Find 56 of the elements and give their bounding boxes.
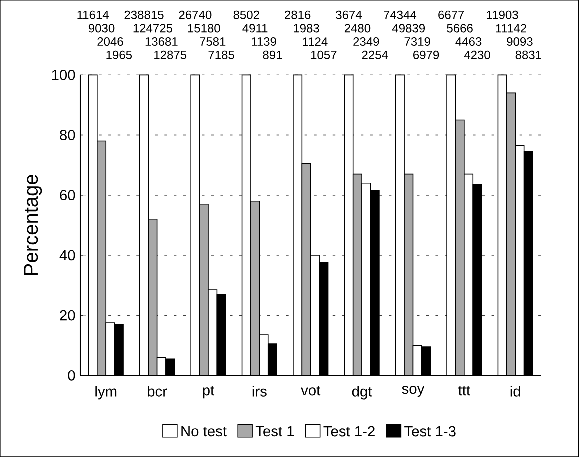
y-tick-label: 100: [52, 70, 76, 80]
text: 1965: [106, 50, 132, 60]
x-tick-label: dgt: [352, 386, 372, 400]
text: 2254: [362, 50, 388, 60]
x-tick-label: pt: [203, 386, 215, 398]
text: 26740: [179, 10, 212, 20]
text: 13681: [146, 37, 178, 46]
text: 9093: [507, 37, 533, 46]
text: 8502: [234, 10, 260, 20]
x-tick-label: irs: [252, 386, 267, 397]
text: 4911: [242, 24, 268, 32]
text: 74344: [384, 10, 417, 20]
text: 7319: [404, 37, 430, 46]
text: 2349: [354, 37, 380, 46]
text: 238815: [124, 10, 164, 20]
y-axis-title: Percentage: [24, 174, 42, 275]
y-tick-label: 0: [68, 370, 76, 381]
legend-label: Test 1-2: [324, 426, 375, 436]
text: 6979: [414, 50, 440, 60]
text: 4463: [456, 37, 482, 46]
text: 5666: [447, 24, 473, 32]
x-tick-label: bcr: [148, 386, 168, 397]
x-tick-label: ttt: [458, 386, 470, 396]
x-tick-label: vot: [301, 386, 321, 396]
text: 7581: [200, 37, 226, 46]
text: 11142: [496, 24, 526, 32]
legend-label: No test: [182, 426, 227, 436]
text: 15180: [188, 24, 220, 32]
text: 11614: [78, 10, 109, 20]
text: 1124: [303, 37, 328, 46]
text: 2480: [344, 24, 371, 32]
text: 7185: [208, 50, 234, 60]
text: 1057: [311, 50, 337, 60]
x-tick-label: lym: [96, 386, 117, 400]
text: 8831: [516, 50, 542, 60]
x-tick-label: id: [510, 386, 520, 397]
x-tick-label: soy: [402, 386, 425, 397]
text: 124725: [134, 24, 172, 32]
text: 11903: [487, 10, 518, 20]
y-tick-label: 60: [60, 190, 76, 200]
y-tick-label: 20: [60, 310, 76, 321]
text: 891: [263, 50, 282, 60]
text: 1139: [252, 37, 276, 46]
text: 6677: [438, 10, 464, 20]
text: 3674: [336, 10, 362, 20]
text: 9030: [88, 24, 115, 32]
legend-label: Test 1: [256, 426, 294, 436]
text: 1983: [294, 24, 320, 32]
text: 4230: [464, 50, 490, 60]
text: 49839: [392, 24, 426, 32]
y-tick-label: 40: [60, 250, 76, 260]
text: 2816: [285, 10, 311, 20]
y-tick-label: 80: [60, 130, 76, 140]
legend-label: Test 1-3: [404, 426, 456, 436]
text: 12875: [154, 50, 187, 60]
text: 2046: [98, 37, 124, 46]
